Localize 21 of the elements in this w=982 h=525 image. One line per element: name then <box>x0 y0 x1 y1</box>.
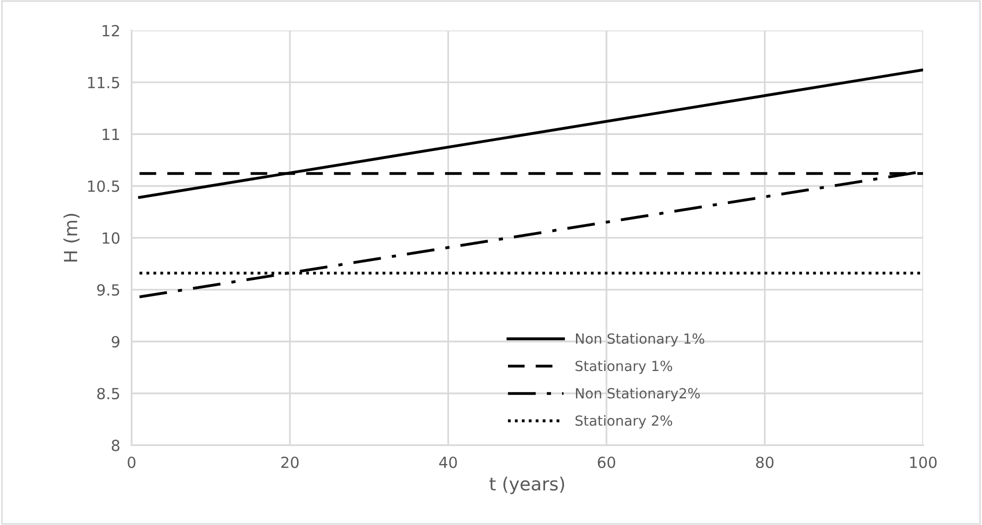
legend-label: Non Stationary 1% <box>576 333 704 347</box>
x-tick-label: 0 <box>128 456 136 468</box>
legend-label: Stationary 1% <box>576 360 672 374</box>
y-tick-label: 9 <box>112 336 120 348</box>
y-tick-label: 8 <box>112 440 120 452</box>
y-tick-label: 10 <box>102 232 120 244</box>
y-tick-label: 8.5 <box>97 388 120 400</box>
x-tick-label: 100 <box>910 456 937 468</box>
x-tick-label: 80 <box>756 456 774 468</box>
x-tick-label: 20 <box>281 456 299 468</box>
y-tick-label: 11.5 <box>88 76 120 88</box>
legend-label: Non Stationary2% <box>576 388 700 402</box>
y-axis-title: H (m) <box>63 214 80 262</box>
y-tick-label: 9.5 <box>97 284 120 296</box>
x-tick-label: 40 <box>439 456 457 468</box>
legend-label: Stationary 2% <box>576 415 672 429</box>
y-tick-label: 11 <box>102 128 120 140</box>
y-tick-label: 10.5 <box>88 180 120 192</box>
x-axis-title: t (years) <box>490 476 564 494</box>
x-tick-label: 60 <box>598 456 616 468</box>
y-tick-label: 12 <box>102 24 119 36</box>
